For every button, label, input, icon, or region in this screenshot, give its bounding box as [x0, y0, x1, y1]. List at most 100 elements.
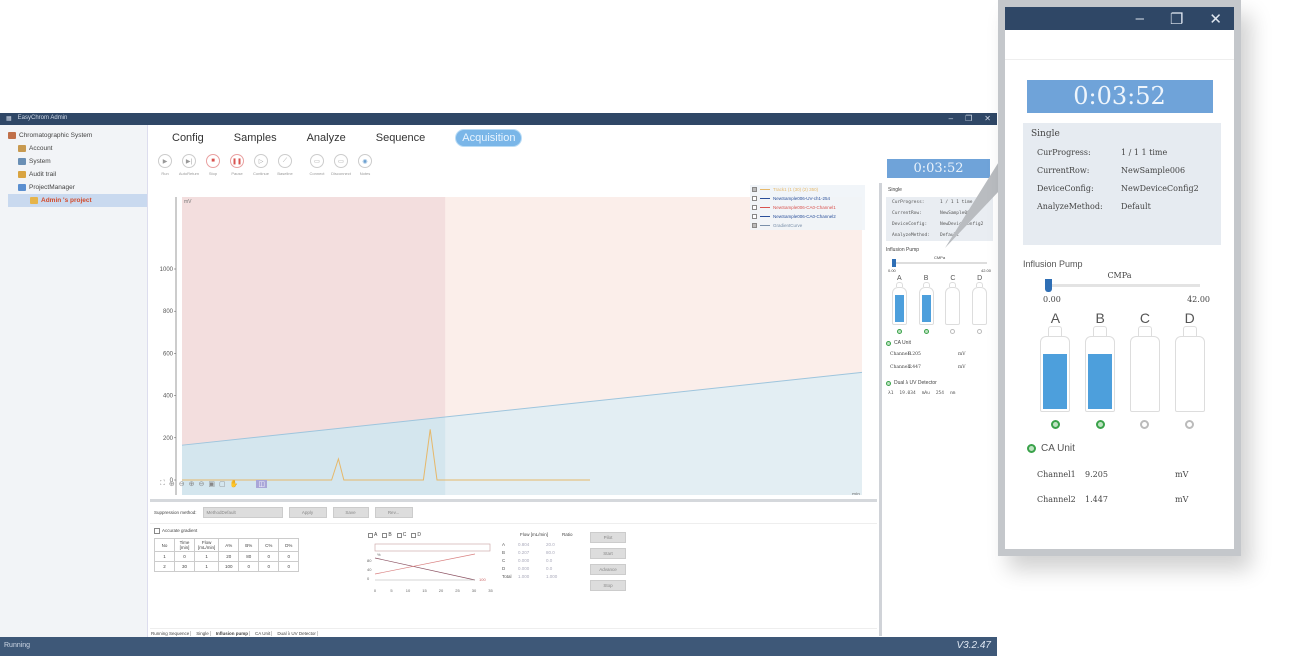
mini-x-tick: 15 [422, 588, 427, 593]
toolbar-continue-button[interactable]: ▷ Continue [250, 151, 272, 184]
chart-tool-icon[interactable]: ✋ [229, 481, 239, 488]
tab-sequence[interactable]: Sequence [375, 132, 426, 144]
table-cell[interactable]: 0 [174, 551, 195, 562]
advance-button[interactable]: Advance [590, 564, 626, 575]
table-cell[interactable]: 80 [238, 551, 260, 562]
pump-slider[interactable] [1045, 279, 1200, 292]
toolbar-pause-button[interactable]: ❚❚ Pause [226, 151, 248, 184]
legend-item[interactable]: GradientCurve [750, 221, 865, 230]
legend-item[interactable]: Track1 (1 (30) (2) 350) [750, 185, 865, 194]
legend-checkbox[interactable] [752, 196, 757, 201]
table-cell[interactable]: 1 [154, 551, 175, 562]
toolbar-notes-button[interactable]: ◉ Notes [354, 151, 376, 184]
legend-checkbox[interactable] [752, 214, 757, 219]
accurate-gradient-checkbox[interactable] [154, 528, 160, 534]
table-cell[interactable]: 1 [193, 561, 220, 572]
bottom-tab[interactable]: Running Sequence [151, 631, 192, 636]
chart-tool-icon[interactable]: ⊕ [188, 481, 195, 488]
restore-button[interactable]: ❐ [1169, 10, 1184, 28]
sidebar-item[interactable]: ProjectManager [8, 181, 147, 194]
valve-status-icon[interactable] [1050, 420, 1060, 429]
table-cell[interactable]: 20 [218, 551, 240, 562]
channel-checkbox[interactable]: C [396, 532, 406, 538]
valve-status-icon[interactable] [1095, 420, 1105, 429]
chromatogram-chart[interactable]: 01234567891002004006008001000mVmin [150, 183, 877, 495]
table-row[interactable]: 2 30 1 100 0 0 0 [154, 561, 300, 572]
window-title: EasyChrom Admin [17, 115, 68, 121]
toolbar-connect-button[interactable]: ▭ Connect [306, 151, 328, 184]
toolbar-autoreturn-button[interactable]: ▶| AutoReturn [178, 151, 200, 184]
table-cell[interactable]: 0 [278, 551, 300, 562]
table-cell[interactable]: 100 [218, 561, 240, 572]
legend-label: GradientCurve [773, 223, 803, 228]
pilot-button[interactable]: Pilot [590, 532, 626, 543]
minimize-button[interactable]: – [948, 114, 954, 123]
apply-button[interactable]: Apply [288, 507, 327, 518]
chart-tool-icon[interactable]: ⊖ [178, 481, 185, 488]
chart-tool-icon[interactable]: ▢ [219, 481, 226, 488]
table-cell[interactable]: 0 [278, 561, 300, 572]
legend-checkbox[interactable] [752, 187, 757, 192]
sidebar-item[interactable]: Admin 's project [8, 194, 147, 207]
valve-status-icon[interactable] [977, 329, 983, 334]
rev-button[interactable]: Rev... [374, 507, 413, 518]
legend-swatch [760, 225, 770, 226]
toolbar-stop-button[interactable]: ■ Stop [202, 151, 224, 184]
minimize-button[interactable]: – [1135, 10, 1144, 27]
channel-checkbox[interactable]: D [411, 532, 421, 538]
legend-item[interactable]: NewSample006-CA0-Channel1 [750, 203, 865, 212]
table-cell[interactable]: 0 [238, 561, 260, 572]
table-row[interactable]: 1 0 1 20 80 0 0 [154, 551, 300, 562]
table-cell[interactable]: 30 [174, 561, 195, 572]
bottom-tab[interactable]: Single [196, 631, 211, 636]
close-button[interactable]: ✕ [984, 114, 991, 123]
bottom-tab[interactable]: Influsion pump [214, 631, 251, 636]
valve-status-icon[interactable] [923, 329, 929, 334]
pump-slider[interactable] [892, 259, 987, 267]
suppression-select[interactable]: MethodDefault [202, 507, 283, 518]
legend-checkbox[interactable] [752, 205, 757, 210]
sidebar-item[interactable]: System [8, 155, 147, 168]
bottom-tab[interactable]: Dual λ UV Detector [277, 631, 318, 636]
legend-checkbox[interactable] [752, 223, 757, 228]
stop-button[interactable]: Stop [590, 580, 626, 591]
chart-tool-icon[interactable]: ⊕ [168, 481, 175, 488]
channel-checkbox[interactable]: B [382, 532, 392, 538]
chart-tool-icon[interactable]: ▣ [208, 481, 216, 488]
valve-status-icon[interactable] [1185, 420, 1195, 429]
table-cell[interactable]: 0 [258, 561, 280, 572]
sidebar-item[interactable]: Audit trail [8, 168, 147, 181]
toolbar-baseline-button[interactable]: ⟋ Baseline [274, 151, 296, 184]
sidebar-item[interactable]: Account [8, 142, 147, 155]
toolbar-disconnect-button[interactable]: ▭ Disconnect [330, 151, 352, 184]
channel-checkbox[interactable]: A [368, 532, 377, 538]
tab-analyze[interactable]: Analyze [306, 132, 346, 144]
tab-acquisition[interactable]: Acquisition [455, 129, 523, 147]
toolbar-run-button[interactable]: ▶ Run [154, 151, 176, 184]
tab-samples[interactable]: Samples [233, 132, 277, 144]
chart-tool-icon[interactable]: ⛶ [160, 480, 165, 487]
bottom-tab[interactable]: CA Unit [255, 631, 273, 636]
valve-status-icon[interactable] [896, 329, 902, 334]
channel-row: Channel1 9.205 mV [882, 348, 997, 361]
restore-button[interactable]: ❐ [965, 114, 973, 123]
start-button[interactable]: Start [590, 548, 626, 559]
tab-config[interactable]: Config [172, 132, 204, 144]
valve-status-icon[interactable] [1140, 420, 1150, 429]
range-slider[interactable] [374, 543, 491, 552]
legend-item[interactable]: NewSample006-UV-ch1-254 [750, 194, 865, 203]
save-button[interactable]: Save [332, 507, 369, 518]
table-cell[interactable]: 1 [193, 551, 220, 562]
gradient-table[interactable]: No Time [min] Flow [mL/min] A% B% C% D% 1 0 1 20 80… [154, 538, 300, 572]
table-cell[interactable]: 0 [258, 551, 280, 562]
close-button[interactable]: ✕ [1209, 10, 1222, 28]
valve-status-icon[interactable] [950, 329, 956, 334]
info-row: AnalyzeMethod: Default [1037, 202, 1213, 211]
table-cell[interactable]: 2 [154, 561, 175, 572]
chart-tool-icon[interactable]: ◫ [256, 480, 267, 488]
sidebar-item[interactable]: Chromatographic System [8, 129, 147, 142]
legend-item[interactable]: NewSample006-CA0-Channel2 [750, 212, 865, 221]
flow-cell: 1.000 [546, 574, 558, 579]
chart-tool-icon[interactable]: ⊖ [198, 481, 205, 488]
column-header: A% [218, 538, 240, 552]
